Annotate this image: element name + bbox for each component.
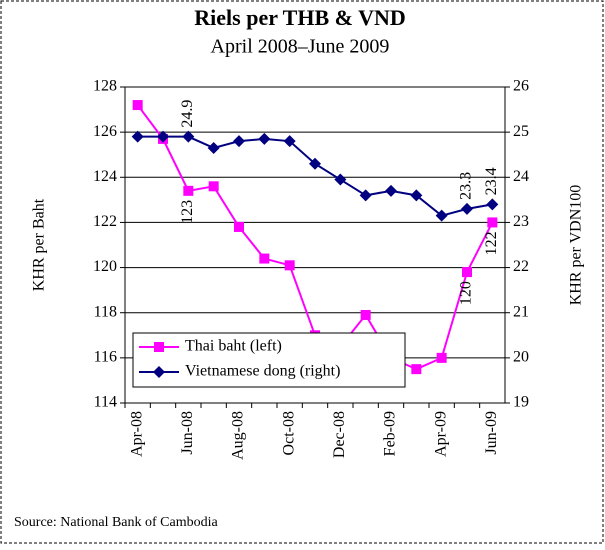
- point: [233, 135, 245, 148]
- point: [486, 198, 499, 211]
- y2-tick-label: 19: [513, 394, 529, 411]
- y-tick-label: 122: [93, 213, 117, 230]
- y2-tick-label: 22: [513, 258, 529, 275]
- data-label: 23.4: [483, 167, 500, 195]
- point: [259, 253, 270, 264]
- source-note: Source: National Bank of Cambodia: [14, 515, 219, 530]
- point: [410, 189, 423, 202]
- chart-subtitle: April 2008–June 2009: [211, 36, 390, 58]
- point: [284, 260, 295, 271]
- point: [462, 267, 472, 278]
- x-tick-label: Apr-08: [128, 411, 145, 457]
- point: [435, 209, 448, 222]
- y-axis-title: KHR per Baht: [31, 198, 48, 291]
- y2-tick-label: 24: [513, 168, 529, 185]
- legend-label: Thai baht (left): [185, 338, 282, 355]
- y2-tick-label: 23: [513, 213, 529, 230]
- legend-box: [132, 332, 406, 388]
- y-tick-label: 126: [93, 123, 117, 140]
- point: [132, 100, 143, 111]
- point: [436, 352, 447, 363]
- y-tick-label: 128: [93, 78, 117, 95]
- point: [258, 132, 271, 145]
- y2-tick-label: 21: [513, 303, 529, 320]
- point: [309, 157, 321, 170]
- plot-border: [124, 86, 506, 404]
- x-tick-label: Oct-08: [280, 411, 297, 455]
- legend-label: Vietnamese dong (right): [185, 363, 340, 380]
- y2-tick-label: 26: [513, 78, 529, 95]
- x-tick-label: Apr-09: [432, 411, 449, 457]
- data-label: 23.3: [458, 172, 475, 200]
- point: [234, 221, 244, 232]
- point: [207, 141, 220, 154]
- point: [182, 130, 195, 143]
- y2-tick-label: 20: [513, 349, 529, 366]
- y-tick-label: 118: [94, 303, 117, 320]
- point: [283, 135, 296, 148]
- series-line: [136, 104, 494, 371]
- y-tick-label: 114: [94, 394, 117, 411]
- point: [359, 189, 372, 202]
- point: [208, 181, 219, 192]
- point: [411, 364, 422, 375]
- x-tick-label: Jun-08: [179, 411, 196, 455]
- data-label: 123: [179, 200, 196, 224]
- data-label: 122: [483, 231, 500, 255]
- y-tick-label: 120: [93, 258, 117, 275]
- y2-tick-label: 25: [513, 123, 529, 140]
- data-label: 24.9: [179, 100, 196, 128]
- point: [183, 185, 194, 196]
- x-tick-label: Dec-08: [331, 411, 348, 458]
- x-tick-label: Jun-09: [483, 411, 500, 455]
- point: [334, 173, 347, 186]
- y-tick-label: 116: [94, 349, 117, 366]
- point: [157, 130, 169, 143]
- legend-marker: [154, 342, 164, 352]
- x-tick-label: Aug-08: [230, 411, 247, 460]
- chart-title: Riels per THB & VND: [194, 5, 405, 30]
- point: [385, 184, 397, 197]
- data-label: 120: [458, 281, 475, 305]
- y-tick-label: 124: [93, 168, 117, 185]
- point: [461, 202, 473, 215]
- point: [360, 309, 371, 320]
- point: [131, 130, 144, 143]
- x-tick-label: Feb-09: [382, 411, 399, 456]
- y2-axis-title: KHR per VDN100: [568, 185, 585, 306]
- legend-marker: [153, 366, 165, 378]
- point: [487, 217, 498, 228]
